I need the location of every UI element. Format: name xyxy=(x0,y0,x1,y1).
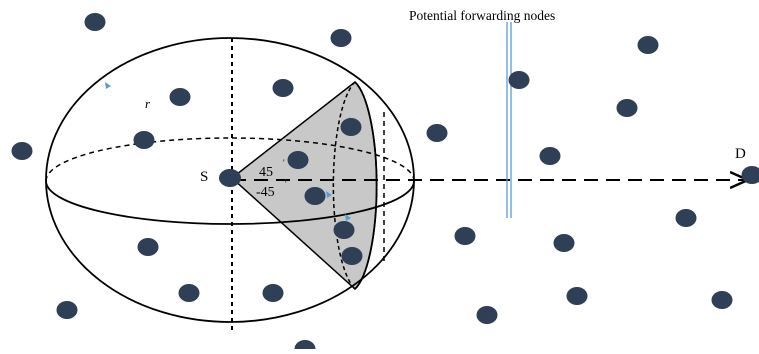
sensor-node xyxy=(341,118,362,136)
sensor-node xyxy=(134,131,155,149)
sensor-node xyxy=(540,147,561,165)
sensor-node xyxy=(305,187,326,205)
sensor-node xyxy=(712,291,733,309)
sensor-node xyxy=(170,88,191,106)
sensor-node xyxy=(138,238,159,256)
sensor-node xyxy=(554,234,575,252)
sensor-node xyxy=(85,13,106,31)
sensor-node xyxy=(331,29,352,47)
tick-marker xyxy=(105,82,111,89)
sensor-node xyxy=(617,99,638,117)
angle-lower-label: -45 xyxy=(256,185,275,200)
sensor-node xyxy=(288,151,309,169)
angle-upper-label: 45 xyxy=(259,165,273,180)
sensor-node xyxy=(676,209,697,227)
sensor-node xyxy=(57,301,78,319)
sensor-node xyxy=(509,71,530,89)
sensor-node xyxy=(334,221,355,239)
sensor-node xyxy=(567,287,588,305)
forwarding-nodes-label: Potential forwarding nodes xyxy=(409,8,555,23)
sensor-node xyxy=(742,166,759,184)
sensor-node xyxy=(477,306,498,324)
sensor-node xyxy=(638,36,659,54)
source-label: S xyxy=(200,169,208,185)
sensor-node xyxy=(455,227,476,245)
destination-label: D xyxy=(735,146,746,162)
sensor-node xyxy=(295,340,316,349)
source-node xyxy=(219,169,241,187)
sensor-node xyxy=(427,124,448,142)
sensor-node xyxy=(12,142,33,160)
sensor-node xyxy=(273,79,294,97)
sensor-node xyxy=(263,284,284,302)
sensor-node xyxy=(342,247,363,265)
radius-label: r xyxy=(145,96,151,111)
sensor-node xyxy=(179,284,200,302)
